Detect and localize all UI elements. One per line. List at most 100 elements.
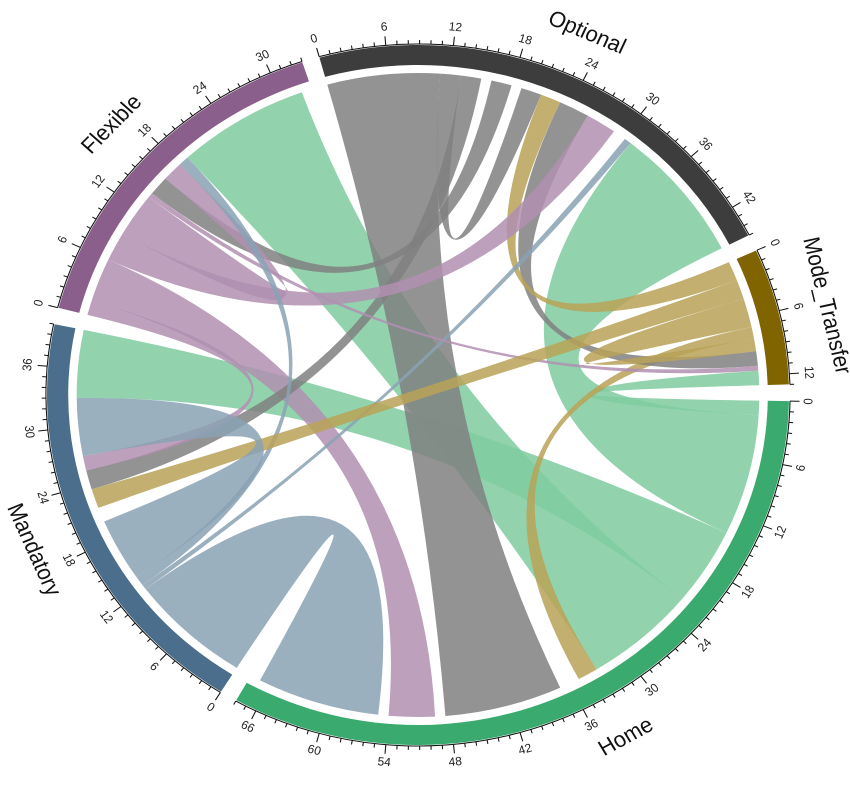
tick-mark	[131, 163, 136, 168]
tick-mark	[486, 739, 489, 744]
tick-mark	[278, 64, 282, 69]
tick-label: 54	[377, 754, 392, 769]
tick-mark	[780, 474, 785, 477]
tick-label: 6	[54, 233, 70, 245]
tick-mark	[592, 704, 596, 709]
tick-mark	[732, 582, 741, 588]
tick-mark	[782, 464, 793, 467]
tick-mark	[769, 278, 774, 281]
tick-mark	[362, 742, 364, 747]
tick-mark	[453, 744, 455, 754]
tick-label: 60	[306, 742, 323, 759]
tick-mark	[508, 50, 511, 55]
tick-mark	[289, 61, 292, 66]
tick-label: 42	[517, 741, 534, 758]
tick-mark	[76, 542, 81, 545]
tick-label: 18	[59, 551, 78, 569]
tick-mark	[104, 198, 109, 202]
tick-mark	[300, 57, 303, 62]
tick-mark	[756, 246, 766, 251]
tick-mark	[621, 98, 626, 102]
tick-mark	[743, 563, 748, 567]
tick-mark	[171, 660, 176, 665]
tick-mark	[770, 505, 776, 508]
tick-mark	[71, 255, 77, 258]
tick-mark	[530, 56, 533, 61]
tick-mark	[753, 544, 759, 548]
tick-label: 0	[767, 237, 783, 249]
tick-mark	[649, 116, 653, 121]
tick-mark	[719, 186, 724, 191]
tick-mark	[233, 700, 237, 705]
tick-mark	[131, 622, 136, 627]
tick-label: 0	[309, 31, 320, 46]
tick-mark	[63, 275, 68, 278]
axis-ticks: 0612182430364248546066061218243036061218…	[19, 19, 817, 769]
tick-mark	[774, 495, 779, 498]
tick-mark	[725, 195, 731, 199]
tick-mark	[86, 561, 91, 565]
tick-label: 12	[88, 172, 108, 191]
tick-mark	[621, 688, 626, 692]
chord-optional-to-optional	[436, 73, 542, 240]
sector-name-home: Home	[593, 712, 657, 761]
chord-flexible-to-home	[91, 259, 436, 717]
tick-mark	[44, 440, 50, 442]
tick-mark	[541, 59, 544, 65]
tick-mark	[572, 713, 576, 718]
tick-mark	[163, 133, 167, 137]
tick-mark	[237, 83, 241, 88]
tick-label: 30	[642, 680, 662, 699]
tick-label: 12	[97, 608, 117, 627]
tick-mark	[117, 180, 122, 184]
tick-label: 6	[793, 463, 809, 472]
tick-label: 24	[34, 490, 52, 506]
tick-mark	[572, 72, 576, 77]
tick-mark	[104, 588, 109, 592]
sector-home-ring	[236, 400, 789, 745]
tick-mark	[475, 741, 478, 746]
tick-mark	[208, 686, 212, 691]
tick-mark	[508, 735, 511, 740]
tick-mark	[784, 453, 790, 456]
tick-mark	[316, 733, 320, 743]
tick-mark	[551, 63, 555, 68]
tick-mark	[56, 295, 61, 298]
tick-mark	[339, 47, 342, 52]
tick-label: 24	[583, 55, 602, 73]
tick-mark	[712, 608, 717, 612]
tick-mark	[155, 646, 159, 650]
tick-label: 36	[582, 716, 601, 734]
tick-mark	[384, 36, 387, 46]
tick-mark	[541, 725, 544, 731]
tick-mark	[59, 285, 65, 288]
tick-mark	[640, 106, 647, 115]
tick-mark	[698, 161, 703, 165]
tick-mark	[631, 104, 635, 108]
tick-mark	[124, 172, 129, 176]
tick-mark	[602, 699, 606, 704]
tick-mark	[649, 669, 653, 673]
tick-mark	[46, 450, 51, 453]
tick-mark	[53, 481, 58, 484]
sector-name-mandatory: Mandatory	[2, 500, 67, 600]
tick-mark	[110, 597, 115, 601]
tick-label: 6	[380, 19, 388, 34]
tick-mark	[316, 47, 320, 57]
tick-mark	[171, 125, 176, 130]
sector-name-optional: Optional	[544, 5, 630, 59]
tick-label: 0	[204, 699, 218, 714]
tick-mark	[683, 640, 687, 645]
tick-mark	[725, 591, 731, 595]
tick-mark	[674, 648, 679, 652]
tick-mark	[779, 307, 789, 312]
tick-label: 30	[22, 425, 38, 439]
tick-mark	[159, 653, 167, 661]
chord-home-to-mandatory	[76, 329, 727, 599]
tick-mark	[475, 44, 478, 49]
tick-mark	[295, 726, 299, 732]
tick-mark	[263, 715, 267, 720]
tick-label: 12	[771, 523, 790, 540]
tick-mark	[45, 343, 50, 346]
